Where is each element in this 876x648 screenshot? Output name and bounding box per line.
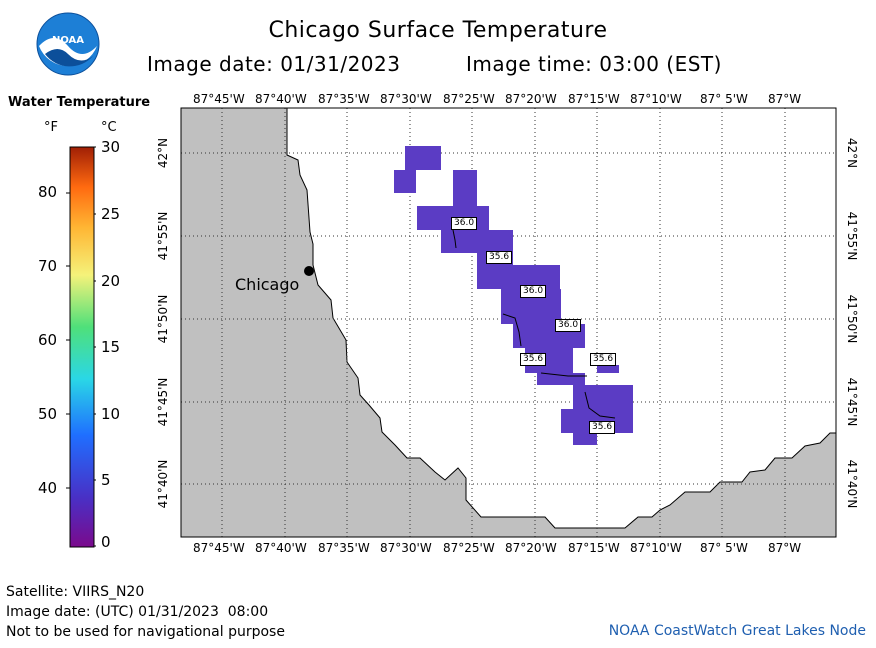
lon-label: 87°10'W — [630, 92, 682, 106]
disclaimer: Not to be used for navigational purpose — [6, 624, 285, 640]
f-tick-80: 80 — [38, 183, 58, 201]
c-tick-10: 10 — [101, 405, 121, 423]
lon-label: 87°15'W — [568, 92, 620, 106]
lat-label: 41°55'N — [156, 211, 170, 261]
lon-label: 87°30'W — [380, 92, 432, 106]
lat-label: 41°55'N — [845, 211, 859, 261]
lon-label: 87°40'W — [255, 541, 307, 555]
temp-label: 36.0 — [520, 285, 547, 298]
lat-label: 41°45'N — [156, 377, 170, 427]
lat-label: 41°50'N — [845, 294, 859, 344]
satellite-label: Satellite: VIIRS_N20 — [6, 584, 145, 600]
lon-label: 87° 5'W — [700, 92, 748, 106]
image-time: Image time: 03:00 (EST) — [466, 52, 722, 76]
c-tick-5: 5 — [101, 471, 111, 489]
lon-label: 87°W — [768, 92, 802, 106]
lon-label: 87°30'W — [380, 541, 432, 555]
unit-celsius: °C — [101, 120, 117, 135]
lat-label: 42°N — [156, 137, 170, 169]
lon-label: 87°20'W — [505, 541, 557, 555]
f-tick-60: 60 — [38, 331, 58, 349]
f-tick-50: 50 — [38, 405, 58, 423]
unit-fahrenheit: °F — [44, 120, 58, 135]
image-date: Image date: 01/31/2023 — [147, 52, 401, 76]
temp-label: 36.0 — [451, 217, 478, 230]
c-tick-30: 30 — [101, 138, 121, 156]
lon-labels-top: 87°45'W 87°40'W 87°35'W 87°30'W 87°25'W … — [0, 92, 876, 108]
lon-label: 87°W — [768, 541, 802, 555]
lon-label: 87°20'W — [505, 92, 557, 106]
city-label-chicago: Chicago — [235, 275, 300, 294]
f-tick-40: 40 — [38, 479, 58, 497]
noaa-logo: NOAA — [36, 12, 100, 76]
lon-label: 87°15'W — [568, 541, 620, 555]
footer-info: Satellite: VIIRS_N20 Image date: (UTC) 0… — [6, 582, 285, 642]
c-tick-0: 0 — [101, 533, 111, 551]
lat-label: 42°N — [845, 137, 859, 169]
page-title: Chicago Surface Temperature — [268, 18, 608, 43]
land-west-shore — [180, 107, 837, 538]
temp-label: 35.6 — [589, 421, 616, 434]
lon-label: 87°25'W — [443, 541, 495, 555]
isotherm-lines — [452, 229, 616, 419]
c-tick-15: 15 — [101, 338, 121, 356]
temp-label: 35.6 — [590, 353, 617, 366]
lon-label: 87°45'W — [193, 92, 245, 106]
map-frame — [180, 107, 837, 538]
lat-label: 41°45'N — [845, 377, 859, 427]
temp-label: 35.6 — [520, 353, 547, 366]
lon-label: 87°45'W — [193, 541, 245, 555]
temp-label: 36.0 — [555, 319, 582, 332]
lon-label: 87° 5'W — [700, 541, 748, 555]
chicago-marker — [304, 266, 314, 276]
lat-label: 41°40'N — [156, 459, 170, 509]
legend-title: Water Temperature — [8, 95, 151, 110]
c-tick-20: 20 — [101, 272, 121, 290]
lon-label: 87°35'W — [318, 92, 370, 106]
color-scale-bar — [66, 146, 96, 548]
lon-label: 87°40'W — [255, 92, 307, 106]
temp-label: 35.6 — [486, 251, 513, 264]
lon-label: 87°10'W — [630, 541, 682, 555]
logo-text: NOAA — [52, 35, 84, 46]
credit-link[interactable]: NOAA CoastWatch Great Lakes Node — [608, 623, 866, 639]
lat-label: 41°40'N — [845, 459, 859, 509]
lon-label: 87°25'W — [443, 92, 495, 106]
lat-label: 41°50'N — [156, 294, 170, 344]
c-tick-25: 25 — [101, 205, 121, 223]
f-tick-70: 70 — [38, 257, 58, 275]
lon-label: 87°35'W — [318, 541, 370, 555]
lon-labels-bottom: 87°45'W 87°40'W 87°35'W 87°30'W 87°25'W … — [0, 541, 876, 557]
utc-date-label: Image date: (UTC) 01/31/2023 08:00 — [6, 604, 269, 620]
